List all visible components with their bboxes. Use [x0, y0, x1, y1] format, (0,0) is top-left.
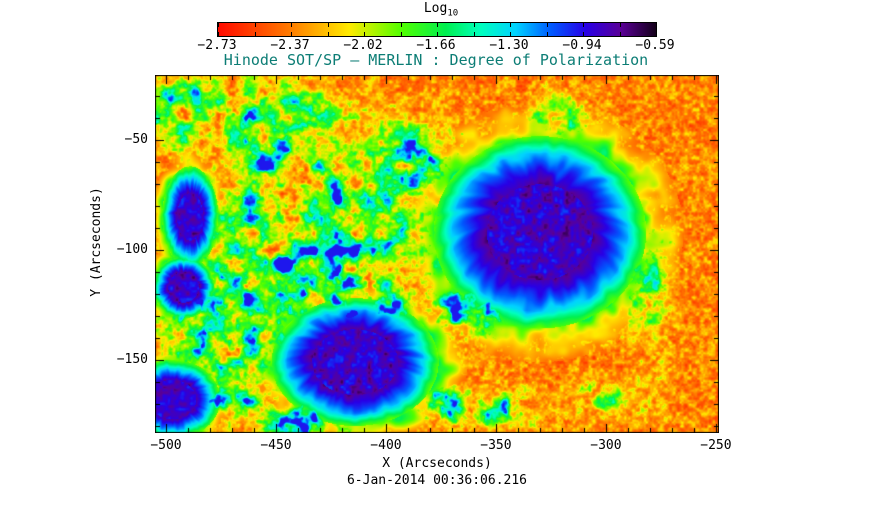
colorbar-gradient — [217, 22, 657, 37]
x-axis-label: X (Arcseconds) — [382, 456, 492, 471]
colorbar-tick-label: −2.73 — [197, 38, 237, 53]
y-tick-label: −150 — [116, 351, 148, 367]
colorbar-tick-mark — [510, 23, 511, 27]
colorbar-tick-mark — [437, 23, 438, 27]
colorbar-tick-label: −0.94 — [562, 38, 602, 53]
colorbar-tick-mark — [474, 23, 475, 27]
colorbar-tick-label: −2.02 — [343, 38, 383, 53]
x-tick-label: −350 — [480, 438, 512, 453]
colorbar-tick-mark — [510, 32, 511, 36]
x-tick-label: −300 — [590, 438, 622, 453]
colorbar-tick-mark — [437, 32, 438, 36]
chart-title: Hinode SOT/SP — MERLIN : Degree of Polar… — [223, 51, 649, 69]
x-tick-label: −450 — [260, 438, 292, 453]
colorbar-title: Log10 — [396, 1, 486, 22]
colorbar-tick-mark — [218, 23, 219, 27]
x-tick-label: −500 — [150, 438, 182, 453]
colorbar-tick-mark — [583, 23, 584, 27]
colorbar-tick-label: −1.66 — [416, 38, 456, 53]
colorbar-tick-mark — [364, 32, 365, 36]
colorbar-tick-mark — [547, 23, 548, 27]
colorbar-title-text: Log — [423, 1, 448, 16]
y-axis-label: Y (Arcseconds) — [89, 187, 104, 297]
colorbar-tick-label: −1.30 — [489, 38, 529, 53]
colorbar-tick-mark — [218, 32, 219, 36]
x-tick-label: −400 — [370, 438, 402, 453]
colorbar-tick-mark — [401, 23, 402, 27]
observation-timestamp: 6-Jan-2014 00:36:06.216 — [346, 473, 527, 488]
y-tick-label: −50 — [124, 131, 148, 147]
y-tick-label: −100 — [116, 241, 148, 257]
colorbar-tick-mark — [547, 32, 548, 36]
colorbar-tick-label: −2.37 — [270, 38, 310, 53]
colorbar-tick-mark — [328, 23, 329, 27]
colorbar-tick-mark — [401, 32, 402, 36]
colorbar-tick-mark — [620, 32, 621, 36]
colorbar-tick-mark — [255, 32, 256, 36]
polarization-map-canvas — [155, 75, 719, 433]
colorbar-tick-mark — [291, 23, 292, 27]
x-tick-label: −250 — [700, 438, 732, 453]
colorbar-title-subscript: 10 — [447, 8, 459, 19]
colorbar-tick-mark — [620, 23, 621, 27]
colorbar-tick-mark — [255, 23, 256, 27]
colorbar-tick-mark — [364, 23, 365, 27]
colorbar-tick-label: −0.59 — [635, 38, 675, 53]
colorbar-tick-mark — [656, 32, 657, 36]
colorbar-tick-mark — [328, 32, 329, 36]
colorbar-tick-mark — [474, 32, 475, 36]
colorbar-tick-mark — [291, 32, 292, 36]
colorbar-tick-mark — [656, 23, 657, 27]
colorbar-tick-mark — [583, 32, 584, 36]
